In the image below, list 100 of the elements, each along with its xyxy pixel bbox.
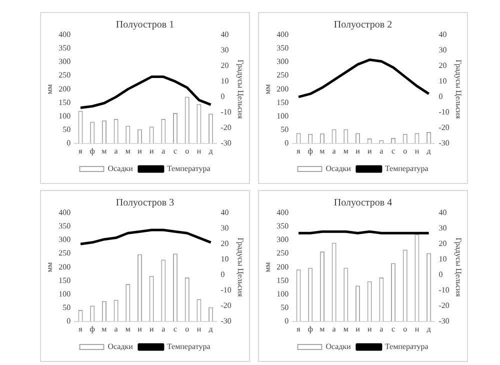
y2-tick-label: 30	[220, 46, 229, 55]
y2-tick-label: -10	[438, 286, 450, 295]
y-tick-label: 200	[58, 84, 71, 94]
x-tick-label: и	[367, 146, 372, 156]
y-tick-label: 300	[276, 57, 289, 66]
x-tick-label: и	[356, 146, 361, 156]
y2-tick-label: -30	[438, 138, 450, 148]
x-tick-label: д	[208, 146, 213, 156]
y2-tick-label: 30	[438, 224, 447, 233]
x-tick-label: д	[426, 324, 431, 334]
legend-label: Осадки	[326, 342, 352, 352]
x-tick-label: с	[392, 146, 396, 156]
y2-tick-label: 30	[220, 224, 229, 233]
x-tick-label: а	[162, 146, 166, 156]
y-tick-label: 350	[276, 44, 289, 53]
x-tick-label: а	[332, 324, 336, 334]
y-tick-label: 150	[58, 276, 71, 285]
x-tick-label: м	[343, 146, 348, 156]
x-tick-label: о	[185, 146, 190, 156]
y-tick-label: 250	[276, 70, 289, 80]
y-axis-title: мм	[44, 84, 54, 94]
x-tick-label: о	[403, 324, 408, 334]
x-tick-label: а	[162, 324, 166, 334]
y2-axis-title: Градусы Цельсия	[236, 238, 246, 298]
y2-tick-label: 0	[220, 92, 225, 102]
y2-tick-label: 20	[438, 61, 447, 70]
x-tick-label: н	[414, 146, 420, 156]
x-tick-label: я	[296, 146, 301, 156]
y-tick-label: 0	[284, 316, 289, 326]
y-tick-label: 250	[58, 248, 71, 258]
y-tick-label: 200	[276, 262, 289, 272]
x-tick-label: и	[149, 146, 154, 156]
y-tick-label: 0	[66, 138, 71, 148]
y2-tick-label: 10	[438, 76, 447, 86]
y-tick-label: 0	[66, 316, 71, 326]
chart-title: Полуостров 4	[334, 198, 392, 209]
x-tick-label: я	[78, 146, 83, 156]
x-tick-label: и	[138, 324, 143, 334]
x-tick-label: н	[196, 324, 202, 334]
y-tick-label: 400	[58, 30, 71, 40]
legend-label: Осадки	[108, 342, 134, 352]
legend-label: Температура	[166, 342, 211, 352]
y2-axis-title: Градусы Цельсия	[454, 238, 464, 298]
chart-title: Полуостров 3	[116, 198, 174, 209]
y2-tick-label: 20	[438, 239, 447, 248]
y-tick-label: 300	[276, 235, 289, 244]
x-tick-label: д	[208, 324, 213, 334]
y2-tick-label: 0	[438, 270, 443, 280]
x-tick-label: и	[149, 324, 154, 334]
y2-tick-label: -20	[220, 301, 232, 310]
y-tick-label: 350	[58, 44, 71, 53]
x-tick-label: н	[414, 324, 420, 334]
y2-tick-label: 40	[220, 208, 229, 218]
x-tick-label: с	[174, 324, 178, 334]
x-tick-label: а	[332, 146, 336, 156]
x-tick-label: н	[196, 146, 202, 156]
y-axis-title: мм	[262, 262, 272, 272]
y-tick-label: 250	[276, 248, 289, 258]
y-tick-label: 150	[58, 98, 71, 107]
y2-tick-label: 20	[220, 61, 229, 70]
y2-tick-label: 10	[220, 76, 229, 86]
y-tick-label: 200	[58, 262, 71, 272]
y2-tick-label: -20	[220, 123, 232, 132]
y-tick-label: 150	[276, 98, 289, 107]
y2-tick-label: -30	[438, 316, 450, 326]
y2-tick-label: 40	[220, 30, 229, 40]
x-tick-label: о	[403, 146, 408, 156]
legend-label: Температура	[384, 164, 429, 174]
x-tick-label: д	[426, 146, 431, 156]
y-tick-label: 250	[58, 70, 71, 80]
y-tick-label: 100	[58, 111, 71, 120]
y-tick-label: 400	[276, 30, 289, 40]
x-tick-label: с	[174, 146, 178, 156]
legend-label: Температура	[384, 342, 429, 352]
y2-tick-label: 10	[438, 254, 447, 264]
y-tick-label: 150	[276, 276, 289, 285]
x-tick-label: о	[185, 324, 190, 334]
x-tick-label: ф	[308, 146, 313, 156]
y2-tick-label: -30	[220, 316, 232, 326]
y-tick-label: 400	[276, 208, 289, 218]
y2-tick-label: -20	[438, 123, 450, 132]
x-tick-label: м	[320, 146, 325, 156]
x-tick-label: м	[125, 146, 130, 156]
x-tick-label: я	[78, 324, 83, 334]
y-tick-label: 300	[58, 57, 71, 66]
y2-tick-label: 10	[220, 254, 229, 264]
y-tick-label: 0	[284, 138, 289, 148]
y-tick-label: 50	[62, 124, 71, 134]
x-tick-label: а	[380, 146, 384, 156]
y-tick-label: 400	[58, 208, 71, 218]
legend-label: Осадки	[108, 164, 134, 174]
y2-tick-label: 40	[438, 208, 447, 218]
y-tick-label: 100	[58, 289, 71, 298]
y2-tick-label: -10	[220, 286, 232, 295]
y2-tick-label: 0	[438, 92, 443, 102]
x-tick-label: м	[343, 324, 348, 334]
x-tick-label: м	[102, 324, 107, 334]
y-tick-label: 350	[276, 222, 289, 231]
x-tick-label: я	[296, 324, 301, 334]
y-tick-label: 100	[276, 111, 289, 120]
